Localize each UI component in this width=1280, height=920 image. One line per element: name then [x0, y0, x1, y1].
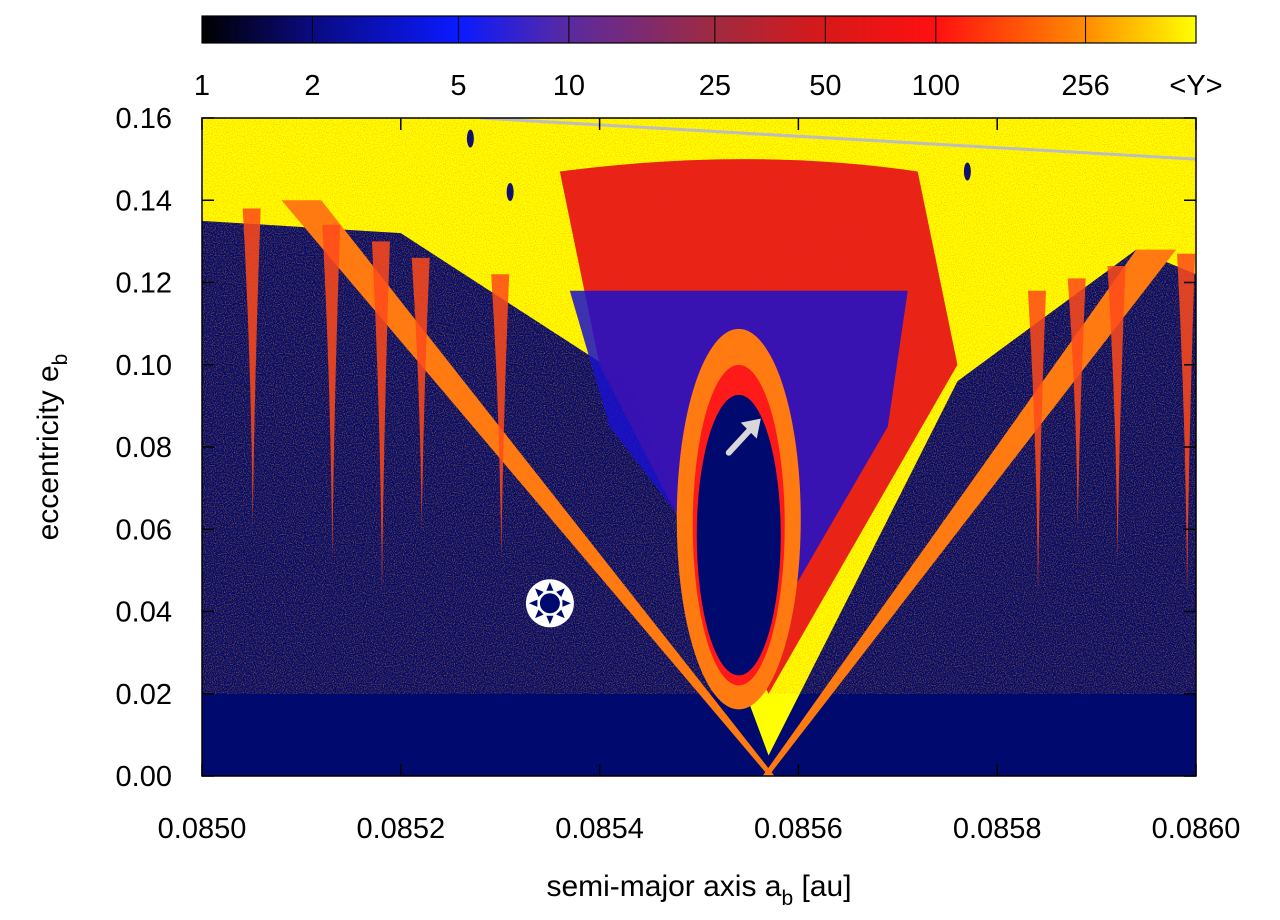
y-axis-label: eccentricity eb — [32, 354, 72, 541]
x-tick-label: 0.0850 — [158, 813, 247, 845]
marker-ray — [546, 582, 554, 591]
y-tick-label: 0.08 — [116, 432, 172, 464]
marker-ray — [546, 615, 554, 625]
colorbar-tick-label: 5 — [450, 70, 466, 102]
minor-resonance-spike — [411, 257, 430, 530]
x-tick-label: 0.0858 — [953, 813, 1042, 845]
resonance-separatrix-left — [281, 200, 775, 776]
y-tick-label: 0.10 — [116, 350, 172, 382]
marker-ray — [535, 609, 544, 619]
y-tick-label: 0.12 — [116, 268, 172, 300]
colorbar-label: <Y> — [1169, 70, 1222, 102]
marker-symbol — [525, 579, 574, 628]
y-tick-label: 0.14 — [116, 185, 172, 217]
minor-resonance-spike — [1177, 253, 1196, 596]
y-tick-label: 0.04 — [116, 597, 172, 629]
x-tick-label: 0.0856 — [754, 813, 843, 845]
colorbar: 1 2 5 10 25 50 100 256 <Y> — [194, 15, 1223, 102]
plot-area: 0.0850 0.0852 0.0854 0.0856 0.0858 0.0860 0.0… — [116, 103, 1241, 845]
marker-inner-circle — [539, 593, 560, 614]
arrow-shaft — [725, 423, 756, 456]
x-tick-label: 0.0860 — [1152, 813, 1241, 845]
resonance-ellipse-inner — [696, 394, 781, 676]
stable-island — [963, 162, 971, 181]
arrow-annotation — [725, 418, 761, 456]
colorbar-tick-label: 25 — [699, 70, 731, 102]
minor-resonance-spike — [1107, 266, 1126, 563]
colorbar-tick-label: 256 — [1061, 70, 1109, 102]
stable-island — [506, 183, 514, 202]
y-tick-label: 0.16 — [116, 103, 172, 135]
minor-resonance-spike — [491, 274, 510, 563]
colorbar-strip — [201, 15, 1197, 44]
colorbar-tick-labels: 1 2 5 10 25 50 100 256 — [194, 70, 1110, 102]
small-islands — [466, 129, 971, 202]
x-axis-ticks — [201, 118, 1197, 776]
colorbar-tick-label: 1 — [194, 70, 210, 102]
x-tick-label: 0.0854 — [555, 813, 644, 845]
minor-resonance-spike — [1067, 278, 1086, 530]
y-tick-label: 0.00 — [116, 761, 172, 793]
marker-ray — [528, 599, 538, 607]
y-axis-ticks — [202, 117, 1196, 777]
minor-resonance-spike — [322, 224, 341, 563]
colorbar-tick-label: 50 — [809, 70, 841, 102]
marker-ray — [562, 599, 571, 607]
x-tick-label: 0.0852 — [356, 813, 445, 845]
minor-resonance-spike — [242, 208, 261, 530]
minor-resonance-spike — [1027, 290, 1046, 596]
marker-ray — [556, 588, 565, 597]
minor-resonance-spike — [371, 241, 390, 596]
marker-ray — [535, 588, 544, 597]
minor-resonance-spikes — [242, 208, 1196, 596]
x-axis-tick-labels: 0.0850 0.0852 0.0854 0.0856 0.0858 0.0860 — [158, 813, 1241, 845]
y-axis-tick-labels: 0.00 0.02 0.04 0.06 0.08 0.10 0.12 0.14 0.16 — [116, 103, 172, 793]
x-axis-label: semi-major axis ab [au] — [546, 870, 851, 910]
colorbar-tick-label: 10 — [553, 70, 585, 102]
y-tick-label: 0.06 — [116, 514, 172, 546]
colorbar-ticks — [311, 16, 1087, 43]
arrow-head — [740, 418, 761, 439]
y-tick-label: 0.02 — [116, 679, 172, 711]
stable-island — [466, 129, 474, 148]
colorbar-tick-label: 100 — [912, 70, 960, 102]
marker-ray — [556, 609, 565, 619]
heatmap-layer — [202, 118, 1196, 776]
resonance-separatrix-right — [762, 249, 1177, 776]
colorbar-tick-label: 2 — [304, 70, 320, 102]
